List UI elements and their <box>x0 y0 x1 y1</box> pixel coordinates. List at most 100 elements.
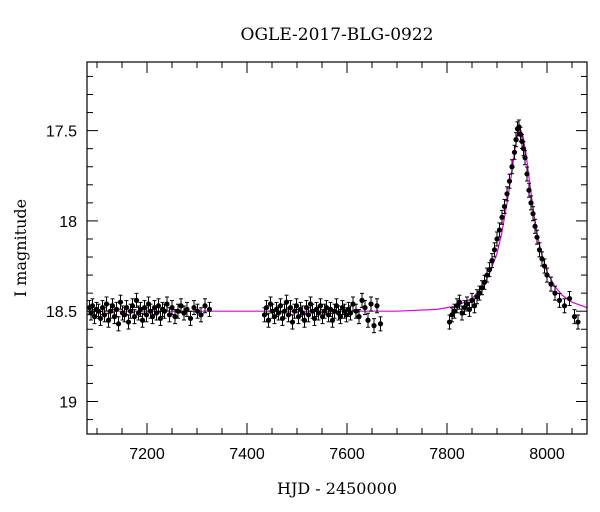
data-point <box>494 236 500 242</box>
data-point <box>129 303 136 309</box>
data-point <box>337 314 344 320</box>
data-point <box>184 306 190 312</box>
data-point <box>117 299 124 305</box>
data-point <box>137 306 144 312</box>
data-point <box>181 310 187 316</box>
data-point <box>471 303 478 309</box>
data-point <box>293 303 300 309</box>
data-point <box>368 301 374 307</box>
data-point <box>311 315 318 322</box>
data-point <box>305 312 312 318</box>
data-point <box>265 317 272 323</box>
data-point <box>501 203 508 210</box>
data-point <box>374 303 380 309</box>
data-point <box>520 146 527 152</box>
data-point <box>511 149 518 155</box>
data-points-layer <box>86 119 581 334</box>
model-curve <box>87 127 588 312</box>
data-point <box>191 304 197 311</box>
data-point <box>103 301 110 307</box>
data-point <box>513 137 519 143</box>
data-point <box>566 295 573 302</box>
y-tick-label: 17.5 <box>46 124 77 141</box>
data-point <box>552 290 558 296</box>
y-axis-label: I magnitude <box>11 199 30 297</box>
axis-ticks-layer: 7200 7400 7600 7800 8000 17.5 18 18.5 19 <box>46 62 587 463</box>
data-point <box>169 304 175 311</box>
data-point <box>178 303 184 309</box>
data-point <box>301 317 308 323</box>
data-point <box>522 155 528 161</box>
x-axis-label: HJD - 2450000 <box>277 479 397 498</box>
data-point <box>377 321 384 327</box>
data-point <box>491 247 498 253</box>
data-point <box>461 304 468 311</box>
data-point <box>283 299 290 305</box>
data-point <box>548 281 554 287</box>
data-point <box>530 211 536 217</box>
data-point <box>532 223 538 229</box>
data-point <box>155 303 162 309</box>
x-tick-label: 8000 <box>529 446 565 463</box>
data-point <box>161 308 168 314</box>
data-point <box>486 267 493 273</box>
data-point <box>139 317 146 323</box>
x-tick-label: 7200 <box>129 446 165 463</box>
data-point <box>526 187 532 193</box>
data-point <box>113 306 120 312</box>
data-point <box>528 200 534 206</box>
data-point <box>287 304 294 311</box>
data-point <box>263 304 270 311</box>
y-tick-label: 18.5 <box>46 304 77 321</box>
data-point <box>206 306 213 312</box>
data-point <box>449 312 455 318</box>
data-point <box>456 299 463 305</box>
model-curve-layer <box>87 127 588 312</box>
data-point <box>317 303 324 309</box>
data-point <box>350 301 356 307</box>
data-point <box>561 303 568 309</box>
data-point <box>123 304 130 311</box>
data-point <box>534 234 540 240</box>
x-tick-label: 7800 <box>429 446 465 463</box>
chart-title: OGLE-2017-BLG-0922 <box>241 25 434 45</box>
data-point <box>329 317 336 323</box>
data-point <box>97 315 104 322</box>
data-point <box>101 312 108 318</box>
data-point <box>365 317 371 323</box>
data-point <box>115 321 122 327</box>
data-point <box>187 315 194 322</box>
data-point <box>198 312 204 318</box>
data-point <box>143 312 150 318</box>
data-point <box>524 171 530 177</box>
data-point <box>105 317 112 323</box>
data-point <box>289 319 296 325</box>
data-point <box>109 303 116 309</box>
data-point <box>131 314 138 320</box>
data-point <box>489 258 495 264</box>
data-point <box>362 304 368 311</box>
data-point <box>496 227 503 233</box>
data-point <box>89 303 96 309</box>
data-point <box>164 301 170 307</box>
data-point <box>202 303 208 309</box>
y-tick-label: 18 <box>59 214 77 231</box>
data-point <box>166 312 173 318</box>
plot-frame <box>86 61 588 435</box>
data-point <box>356 314 362 320</box>
data-point <box>509 164 515 170</box>
data-point <box>327 306 334 312</box>
data-point <box>506 178 513 184</box>
data-point <box>556 297 563 303</box>
data-point <box>347 310 354 316</box>
data-point <box>157 315 164 322</box>
data-point <box>575 319 581 325</box>
data-point <box>125 319 132 325</box>
x-tick-label: 7400 <box>229 446 265 463</box>
data-point <box>446 319 453 325</box>
data-point <box>536 247 543 253</box>
data-point <box>133 297 140 303</box>
data-point <box>474 294 480 300</box>
data-point <box>499 214 505 220</box>
data-point <box>541 263 548 269</box>
